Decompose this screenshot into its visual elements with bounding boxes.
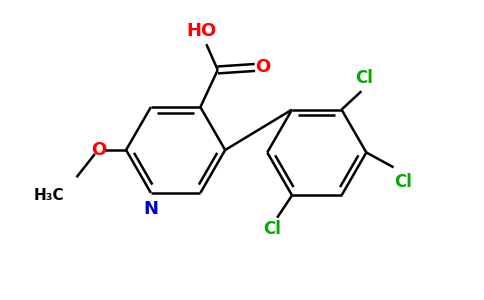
Text: H₃C: H₃C: [33, 188, 64, 203]
Text: Cl: Cl: [263, 220, 281, 238]
Text: Cl: Cl: [394, 173, 412, 191]
Text: O: O: [91, 141, 106, 159]
Text: HO: HO: [186, 22, 216, 40]
Text: Cl: Cl: [355, 69, 373, 87]
Text: N: N: [143, 200, 158, 218]
Text: O: O: [255, 58, 270, 76]
